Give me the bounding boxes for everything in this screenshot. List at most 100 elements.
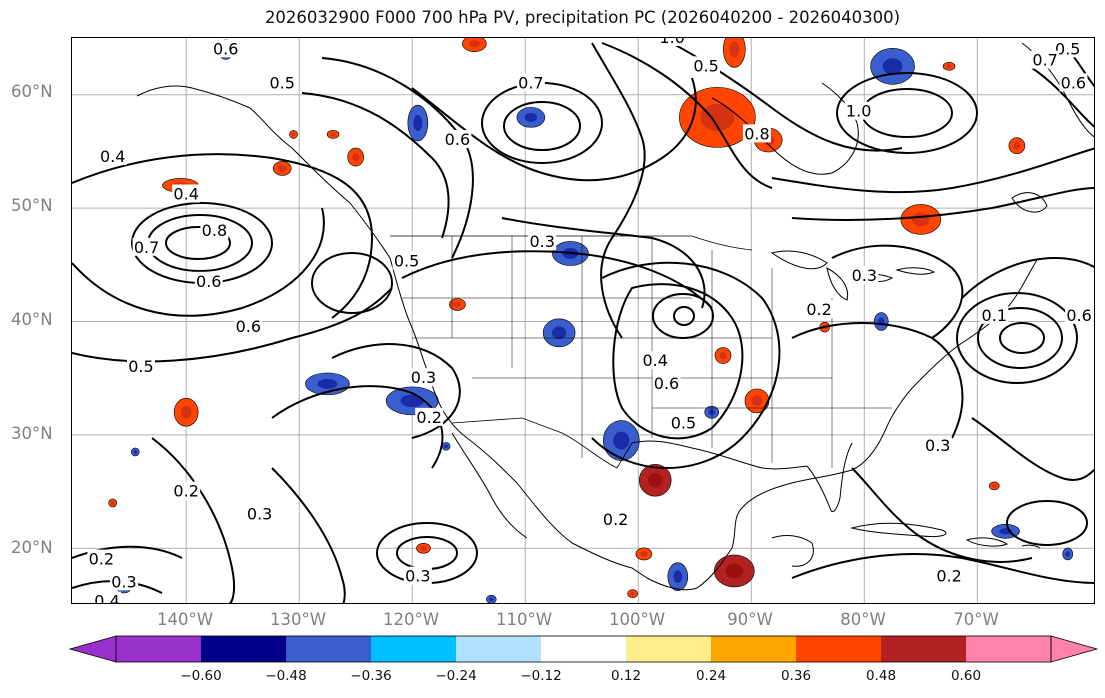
precip-anomaly-core bbox=[946, 64, 952, 69]
precip-anomaly-core bbox=[708, 409, 715, 415]
precip-anomaly-core bbox=[453, 301, 462, 308]
colorbar-segment bbox=[796, 636, 881, 662]
colorbar-tick: −0.60 bbox=[180, 668, 222, 684]
lon-label-140w: 140°W bbox=[156, 610, 214, 629]
precip-anomaly-core bbox=[317, 378, 338, 389]
precip-anomaly-core bbox=[291, 132, 296, 137]
precip-anomaly-core bbox=[551, 326, 567, 340]
precip-anomaly-core bbox=[719, 351, 727, 360]
contour-label-bg bbox=[172, 184, 201, 203]
contour-label: 0.3 bbox=[411, 368, 436, 387]
precip-anomaly-core bbox=[420, 546, 427, 551]
contour-label-bg bbox=[98, 147, 127, 166]
contour-label: 0.6 bbox=[1061, 73, 1086, 92]
precip-anomaly-core bbox=[468, 40, 480, 48]
precip-anomaly-core bbox=[673, 570, 683, 583]
precip-anomaly-core bbox=[413, 114, 423, 132]
contour-label: 0.7 bbox=[1032, 51, 1057, 70]
precip-anomaly-core bbox=[330, 132, 336, 137]
contour-label-bg bbox=[692, 56, 721, 75]
lon-label-70w: 70°W bbox=[953, 610, 999, 629]
contour-label-bg bbox=[234, 317, 263, 336]
contour-label: 0.5 bbox=[269, 73, 294, 92]
contour-label: 0.6 bbox=[213, 39, 238, 58]
contour-label-bg bbox=[409, 368, 438, 387]
precip-anomaly-core bbox=[180, 405, 192, 419]
contour-label-bg bbox=[641, 351, 670, 370]
precip-anomaly-core bbox=[911, 212, 930, 227]
contour-label: 0.6 bbox=[196, 272, 221, 291]
contour-label-bg bbox=[443, 130, 472, 149]
contour-label-bg bbox=[87, 549, 116, 568]
contour-label-bg bbox=[415, 407, 444, 426]
colorbar-segment bbox=[456, 636, 541, 662]
contour-label: 0.6 bbox=[1066, 306, 1091, 325]
precip-anomaly-core bbox=[729, 41, 740, 58]
colorbar-tick: 0.36 bbox=[780, 668, 812, 684]
contour-label: 0.2 bbox=[806, 300, 831, 319]
lat-label-50n: 50°N bbox=[11, 196, 53, 215]
contour-label-bg bbox=[601, 509, 630, 528]
contour-label-bg bbox=[1031, 50, 1060, 69]
contour-label-bg bbox=[1065, 305, 1094, 324]
colorbar-segment bbox=[201, 636, 286, 662]
contour-label-bg bbox=[126, 356, 155, 375]
colorbar-tick: −0.48 bbox=[265, 668, 307, 684]
contour-label: 0.2 bbox=[603, 510, 628, 529]
contour-label-bg bbox=[742, 124, 771, 143]
colorbar-segment bbox=[541, 636, 626, 662]
contour-label: 0.6 bbox=[654, 374, 679, 393]
contour-label: 0.5 bbox=[1055, 39, 1080, 58]
precip-anomaly-core bbox=[630, 591, 635, 596]
contour-label-bg bbox=[850, 266, 879, 285]
map-title: 2026032900 F000 700 hPa PV, precipitatio… bbox=[264, 8, 901, 27]
precip-anomaly-core bbox=[133, 450, 138, 454]
colorbar-segment bbox=[881, 636, 966, 662]
contour-label-bg bbox=[200, 220, 229, 239]
precip-anomaly-core bbox=[882, 58, 903, 75]
contour-label-bg bbox=[109, 572, 138, 591]
contour-label-bg bbox=[805, 300, 834, 319]
contour-label: 1.0 bbox=[846, 102, 871, 121]
lon-label-100w: 100°W bbox=[608, 610, 666, 629]
contour-label: 0.3 bbox=[529, 232, 554, 251]
contour-label-bg bbox=[268, 73, 297, 92]
precip-anomaly-core bbox=[1013, 142, 1021, 150]
precip-anomaly-core bbox=[352, 153, 360, 162]
contour-label: 0.2 bbox=[89, 550, 114, 569]
contour-label-bg bbox=[93, 591, 122, 603]
colorbar-outline bbox=[115, 635, 1052, 663]
contour-label-bg bbox=[132, 237, 161, 256]
colorbar bbox=[68, 635, 1098, 663]
colorbar-extend-min bbox=[68, 635, 117, 663]
lat-label-60n: 60°N bbox=[11, 82, 53, 101]
precipitation-field bbox=[108, 38, 1074, 603]
contour-label: 0.4 bbox=[94, 592, 119, 604]
contour-label-bg bbox=[172, 481, 201, 500]
contour-label: 0.3 bbox=[925, 436, 950, 455]
colorbar-extend-max bbox=[1050, 635, 1098, 663]
contour-label: 1.0 bbox=[659, 38, 684, 47]
contour-label: 0.5 bbox=[671, 414, 696, 433]
colorbar-segment bbox=[116, 636, 201, 662]
graticule bbox=[72, 38, 1094, 603]
precip-anomaly-core bbox=[110, 501, 115, 505]
contour-label: 0.5 bbox=[394, 251, 419, 270]
precip-anomaly-core bbox=[1065, 551, 1070, 557]
contour-label-bg bbox=[528, 232, 557, 251]
contour-label-bg bbox=[652, 373, 681, 392]
contour-label: 0.2 bbox=[936, 567, 961, 586]
contour-label-bg bbox=[211, 39, 240, 58]
colorbar-tick: −0.24 bbox=[435, 668, 477, 684]
precip-anomaly-core bbox=[725, 563, 744, 579]
contour-label: 0.7 bbox=[518, 73, 543, 92]
colorbar-segment bbox=[711, 636, 796, 662]
precip-anomaly-core bbox=[400, 394, 424, 408]
colorbar-segment bbox=[626, 636, 711, 662]
contour-label: 0.7 bbox=[134, 238, 159, 257]
colorbar-tick: −0.36 bbox=[350, 668, 392, 684]
lon-label-130w: 130°W bbox=[269, 610, 327, 629]
colorbar-tick: 0.12 bbox=[610, 668, 642, 684]
precip-anomaly-core bbox=[640, 551, 648, 557]
map-panel: 0.60.50.40.40.70.80.60.60.50.50.60.70.51… bbox=[71, 37, 1095, 604]
